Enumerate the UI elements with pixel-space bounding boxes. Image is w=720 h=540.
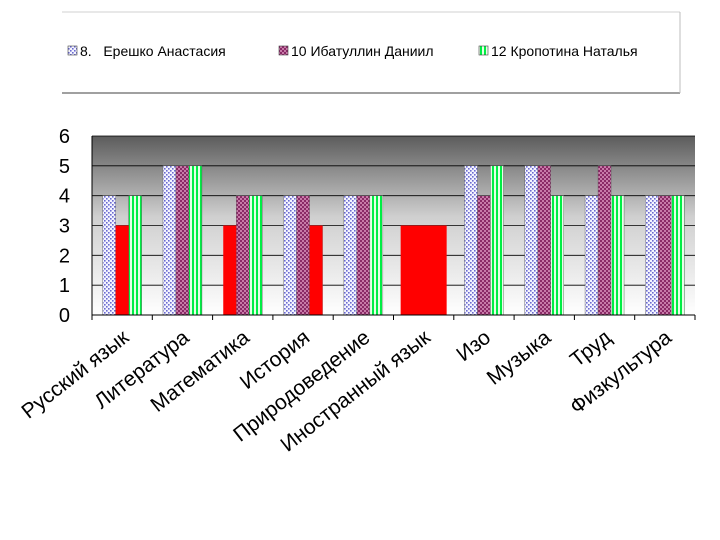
- bar-series-1: [645, 195, 659, 316]
- bar-series-3: [369, 195, 384, 316]
- bar-series-1: [343, 195, 358, 316]
- y-tick-label: 6: [59, 126, 70, 148]
- bar-series-1: [464, 165, 478, 316]
- bar-red: [309, 225, 323, 315]
- bar-series-1: [162, 165, 177, 316]
- bar-series-1: [102, 195, 116, 316]
- bar-series-2: [597, 165, 612, 316]
- bar-red: [400, 225, 447, 315]
- y-tick-label: 3: [59, 216, 70, 238]
- bar-series-3: [490, 165, 504, 316]
- axes: [91, 136, 696, 320]
- x-tick-labels: Русский языкЛитератураМатематикаИсторияП…: [17, 325, 676, 456]
- y-tick-labels: 0 1 2 3 4 5 6: [59, 126, 70, 327]
- plot-area: 0 1 2 3 4 5 6 Русский языкЛитератураМатематика…: [17, 126, 696, 457]
- bar-series-3: [249, 195, 263, 316]
- legend: 8. Ерешко Анастасия 10 Ибатуллин Даниил 12…: [62, 11, 681, 94]
- bar-series-2: [175, 165, 190, 316]
- bars: [102, 165, 685, 316]
- bar-series-2: [236, 195, 250, 316]
- bar-series-2: [477, 195, 491, 316]
- x-tick-label: Изо: [452, 326, 495, 366]
- bar-series-1: [524, 165, 538, 316]
- y-tick-label: 0: [59, 305, 70, 327]
- y-tick-label: 5: [59, 156, 70, 178]
- bar-series-2: [356, 195, 371, 316]
- y-tick-label: 4: [59, 186, 70, 208]
- legend-swatch: [278, 45, 289, 56]
- bar-series-1: [283, 195, 297, 316]
- legend-label: 12 Кропотина Наталья: [491, 43, 638, 59]
- bar-series-1: [584, 195, 599, 316]
- bar-series-3: [188, 165, 203, 316]
- bar-series-2: [658, 195, 672, 316]
- y-tick-label: 1: [59, 275, 70, 297]
- bar-series-2: [537, 165, 551, 316]
- x-tick-label: Труд: [566, 326, 616, 372]
- legend-label: 10 Ибатуллин Даниил: [291, 43, 434, 59]
- bar-series-3: [610, 195, 625, 316]
- legend-swatch: [67, 45, 78, 56]
- bar-red: [115, 225, 129, 315]
- bar-series-3: [550, 195, 564, 316]
- legend-swatch: [478, 45, 489, 56]
- y-tick-label: 2: [59, 245, 70, 267]
- x-tick-label: Музыка: [483, 326, 556, 390]
- bar-series-3: [128, 195, 142, 316]
- bar-red: [223, 225, 237, 315]
- bar-series-2: [296, 195, 310, 316]
- legend-label: 8. Ерешко Анастасия: [80, 43, 226, 59]
- bar-series-3: [671, 195, 685, 316]
